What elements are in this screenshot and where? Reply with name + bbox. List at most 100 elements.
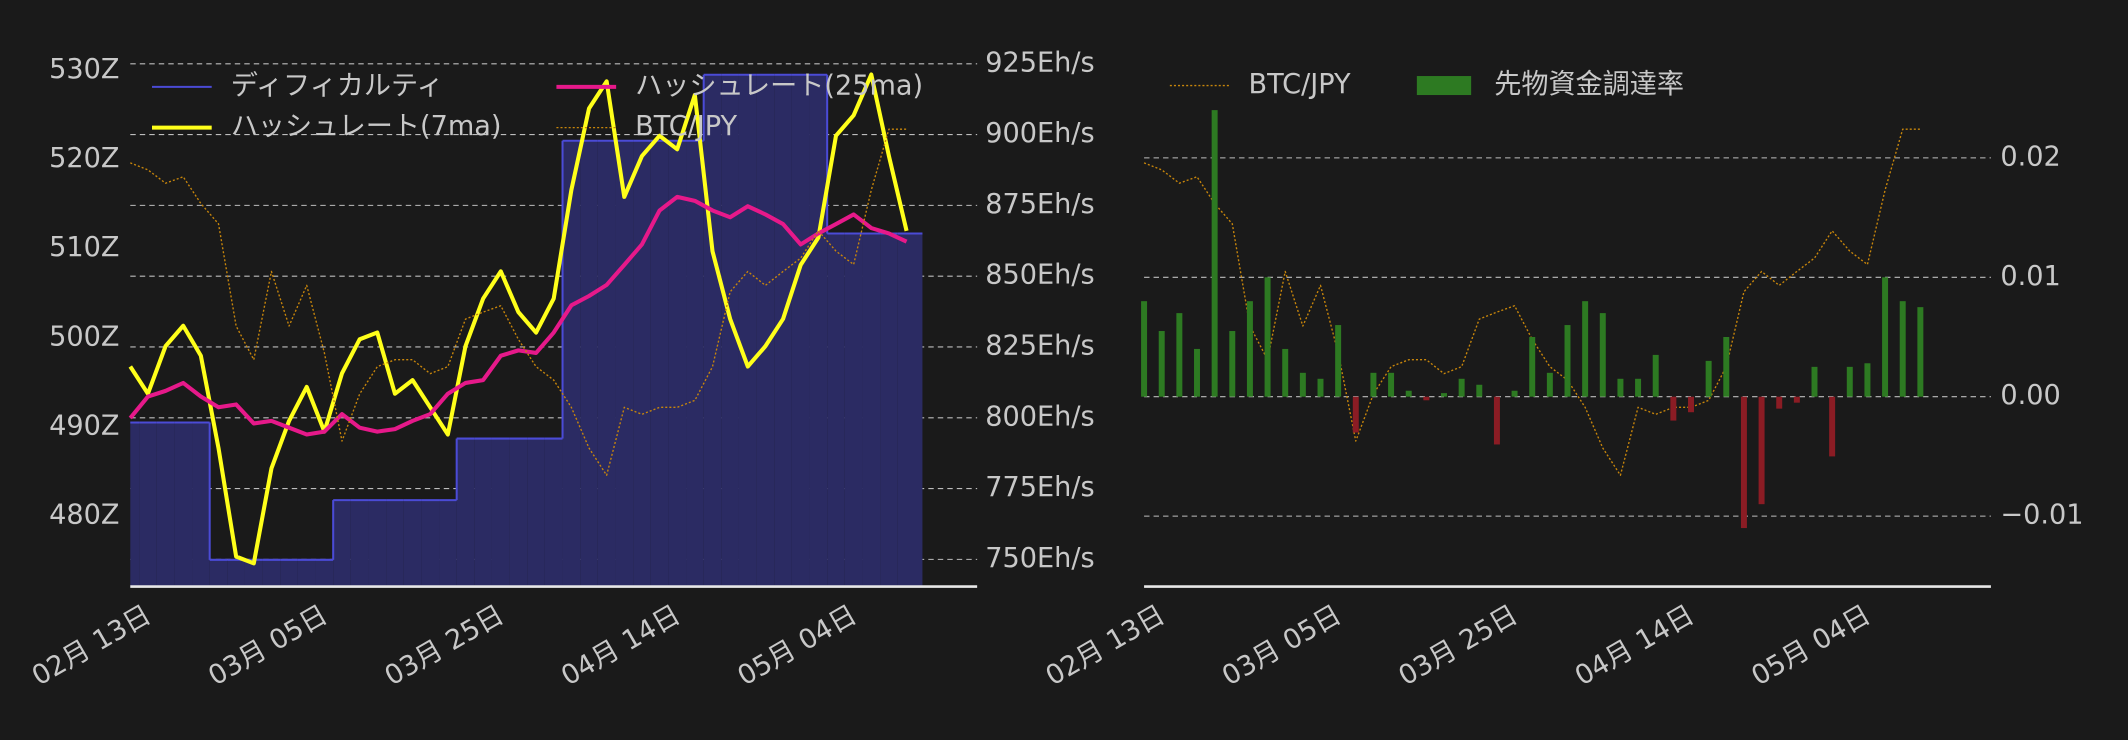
bar [1194,348,1200,397]
step-fill [509,438,528,587]
step-fill [456,438,475,587]
series-line [128,194,908,437]
x-tick-label: 02月 13日 [1041,599,1171,692]
bar [1458,378,1465,397]
y-tick-label: 520Z [49,143,119,174]
legend-label: 先物資金調達率 [1494,69,1684,100]
step-fill [130,422,140,587]
step-fill [491,438,510,587]
y2-tick-label: 900Eh/s [985,118,1094,149]
bar [1882,277,1889,397]
bar [1388,372,1395,397]
x-tick-label: 05月 04日 [1746,599,1876,692]
bar [1670,396,1677,421]
step-fill [862,233,881,587]
bar [1811,366,1818,397]
step-fill [791,74,810,587]
y2-tick-label: 925Eh/s [985,47,1094,78]
step-fill [227,559,245,587]
bar [1317,378,1324,397]
step-fill [474,438,492,587]
step-fill [527,438,545,587]
x-tick-label: 03月 25日 [1393,599,1523,692]
x-tick-label: 04月 14日 [1570,599,1700,692]
bar [1511,390,1518,397]
step-fill [174,422,193,587]
step-fill [280,559,298,587]
bar [1688,396,1694,413]
step-fill [139,422,157,587]
step-fill [597,140,616,587]
step-fill [368,500,387,587]
bar [1370,372,1377,397]
step-fill [827,233,845,587]
step-fill [421,500,440,587]
step-fill [262,559,281,587]
bar [1599,313,1606,397]
step-fill [668,140,687,587]
legend-label: ハッシュレート(7ma) [231,111,502,142]
y-tick-label: 490Z [49,410,119,441]
x-tick-label: 02月 13日 [27,599,157,692]
step-fill [192,422,210,587]
bar [1758,396,1765,505]
legend-label: ディフィカルティ [231,70,444,101]
y2-tick-label: 800Eh/s [985,401,1094,432]
legend-label: ハッシュレート(25ma) [635,70,923,101]
step-fill [544,438,563,587]
y2-tick-label: 775Eh/s [985,472,1094,503]
y2-tick-label: 825Eh/s [985,330,1094,361]
y2-tick-label: 850Eh/s [985,260,1094,291]
series-dotted-line [130,128,907,476]
bar [1740,396,1747,529]
bar [1917,307,1924,397]
x-tick-label: 03月 25日 [380,599,510,692]
legend-label: BTC/JPY [1249,69,1351,100]
step-fill [809,74,828,587]
step-fill [439,500,457,587]
step-fill [297,559,316,587]
bar [1176,313,1183,397]
bar [1776,396,1783,409]
bar [1899,301,1906,397]
bar [1493,396,1500,445]
series-dotted-line [1143,128,1921,476]
series-line [128,72,909,566]
bar [1829,396,1836,457]
step-fill [844,233,863,587]
y-tick-label: 500Z [49,321,119,352]
step-fill [774,74,792,587]
bar [1617,378,1624,397]
step-fill [350,500,369,587]
step-fill [209,559,228,587]
step-fill [633,140,651,587]
bar [1141,301,1148,397]
step-fill [703,74,722,587]
y-tick-label: −0.01 [2000,500,2083,531]
y-tick-label: 0.00 [2000,380,2060,411]
x-tick-label: 03月 05日 [1217,599,1347,692]
y-tick-label: 0.01 [2000,261,2060,292]
legend-label: BTC/JPY [635,111,737,142]
step-fill [333,500,351,587]
bar [1335,325,1342,397]
bar [1546,372,1553,397]
step-fill [721,74,739,587]
x-tick-label: 05月 04日 [733,599,863,692]
step-fill [615,140,634,587]
step-fill [897,233,923,587]
step-fill [686,140,704,587]
step-fill [315,559,334,587]
step-fill [650,140,669,587]
bar [1264,277,1271,397]
x-tick-label: 03月 05日 [203,599,333,692]
y-tick-label: 0.02 [2000,141,2060,172]
bar [1299,372,1306,397]
x-tick-label: 04月 14日 [556,599,686,692]
step-fill [756,74,775,587]
y-tick-label: 530Z [49,54,119,85]
bar [1723,336,1730,397]
bar [1229,331,1236,397]
